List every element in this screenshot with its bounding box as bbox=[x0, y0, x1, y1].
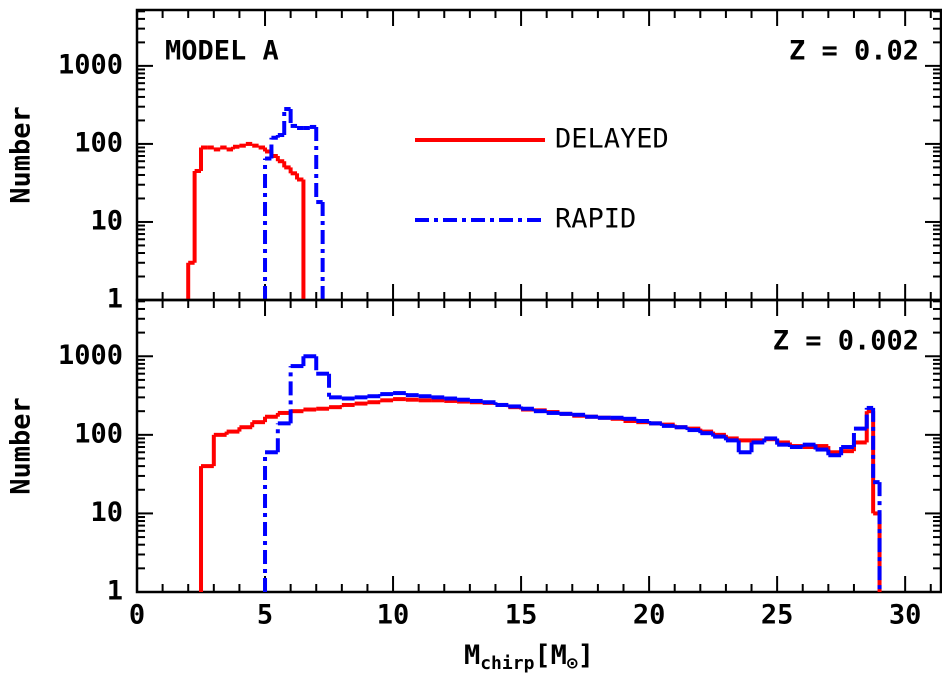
plot-frame bbox=[135, 298, 942, 594]
legend-label: RAPID bbox=[555, 204, 636, 235]
y-tick-label: 10 bbox=[90, 205, 123, 236]
x-tick-label: 5 bbox=[257, 600, 273, 631]
y-tick-label: 1 bbox=[107, 576, 123, 607]
x-tick-label: 0 bbox=[129, 600, 145, 631]
x-tick-label: 20 bbox=[633, 600, 666, 631]
y-axis-label: Number bbox=[6, 106, 37, 204]
annotation: Z = 0.02 bbox=[789, 36, 919, 67]
y-tick-label: 1 bbox=[107, 284, 123, 315]
x-tick-label: 10 bbox=[377, 600, 410, 631]
x-axis-label-part: ] bbox=[578, 640, 594, 671]
y-tick-label: 100 bbox=[74, 418, 123, 449]
y-axis-label: Number bbox=[6, 397, 37, 495]
x-axis-label-part: [M bbox=[534, 640, 567, 671]
annotation: Z = 0.002 bbox=[773, 326, 919, 357]
y-tick-label: 1000 bbox=[58, 49, 123, 80]
x-axis-label-part: chirp bbox=[480, 653, 534, 674]
x-axis-label-part: M bbox=[464, 640, 480, 671]
x-axis-label: Mchirp[M⊙] bbox=[464, 640, 594, 675]
x-tick-label: 15 bbox=[505, 600, 538, 631]
series-group bbox=[199, 354, 882, 592]
y-tick-label: 100 bbox=[74, 127, 123, 158]
x-axis-label-part: ⊙ bbox=[567, 653, 578, 674]
x-tick-label: 25 bbox=[761, 600, 794, 631]
x-tick-label: 30 bbox=[889, 600, 922, 631]
legend-label: DELAYED bbox=[555, 124, 669, 155]
series-group bbox=[186, 107, 325, 300]
y-tick-label: 1000 bbox=[58, 340, 123, 371]
y-tick-label: 10 bbox=[90, 497, 123, 528]
annotation: MODEL A bbox=[165, 36, 279, 67]
